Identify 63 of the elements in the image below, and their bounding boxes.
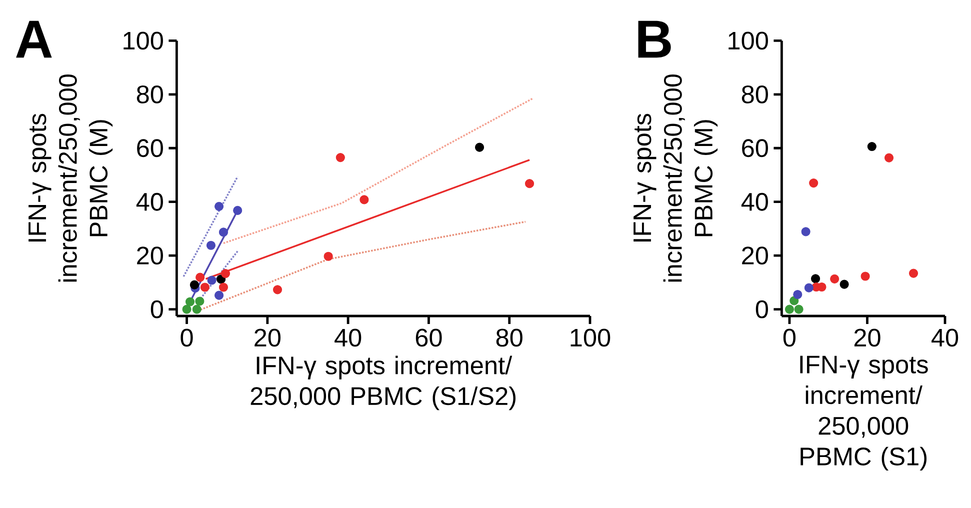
y-tick-label: 0 (150, 300, 163, 318)
point (784, 304, 794, 314)
point (214, 290, 224, 300)
y-tick-label: 80 (136, 85, 163, 104)
point (830, 274, 840, 284)
point (474, 142, 484, 152)
point (793, 290, 802, 300)
point (801, 227, 810, 236)
y-tick-label: 20 (137, 246, 163, 265)
point (200, 282, 210, 292)
point (817, 282, 826, 292)
point (840, 280, 849, 289)
point (190, 280, 199, 290)
y-tick-label: 0 (756, 300, 768, 318)
point (185, 297, 195, 306)
point (272, 285, 282, 294)
point (195, 296, 204, 306)
y-tick-label: 80 (742, 85, 768, 104)
point (182, 304, 192, 314)
point (794, 304, 804, 314)
point (809, 178, 818, 188)
point (220, 269, 230, 278)
point (360, 195, 369, 204)
x-tick-label: 40 (931, 328, 958, 347)
chart-title: B (638, 20, 671, 58)
point (524, 179, 534, 188)
point (206, 240, 216, 250)
point (867, 142, 876, 152)
y-axis-title: IFN-γ spots increment/250,000 PBMC (M) (28, 74, 113, 282)
line-series (222, 98, 534, 244)
point (884, 153, 894, 162)
y-tick-label: 40 (741, 192, 768, 211)
point (207, 276, 216, 285)
point (336, 153, 345, 162)
point (908, 268, 918, 278)
point (218, 282, 228, 292)
point (804, 283, 814, 292)
point (218, 228, 228, 237)
x-tick-label: 20 (854, 328, 880, 347)
chart-title: A (16, 20, 52, 58)
point (810, 274, 820, 284)
x-tick-label: 40 (334, 328, 362, 347)
y-tick-label: 100 (124, 32, 163, 50)
x-tick-label: 0 (783, 328, 796, 347)
x-axis-title: IFN-γ spots increment/ 250,000 PBMC (S1) (800, 356, 928, 470)
point (324, 252, 333, 261)
x-tick-label: 100 (570, 328, 610, 347)
y-tick-label: 100 (728, 32, 768, 50)
x-axis-title: IFN-γ spots increment/ 250,000 PBMC (S1/S2) (250, 356, 516, 410)
x-tick-label: 60 (416, 328, 442, 347)
point (192, 304, 202, 314)
y-tick-label: 60 (742, 139, 768, 158)
y-tick-label: 40 (136, 192, 163, 211)
x-tick-label: 20 (254, 328, 281, 347)
point (233, 206, 242, 215)
point (196, 272, 205, 282)
x-tick-label: 0 (180, 328, 193, 347)
x-tick-label: 80 (496, 328, 522, 347)
y-axis-title: IFN-γ spots increment/250,000 PBMC (M) (634, 74, 718, 282)
point (860, 272, 870, 281)
y-tick-label: 60 (137, 139, 163, 158)
y-tick-label: 20 (742, 246, 768, 265)
point (214, 202, 224, 211)
